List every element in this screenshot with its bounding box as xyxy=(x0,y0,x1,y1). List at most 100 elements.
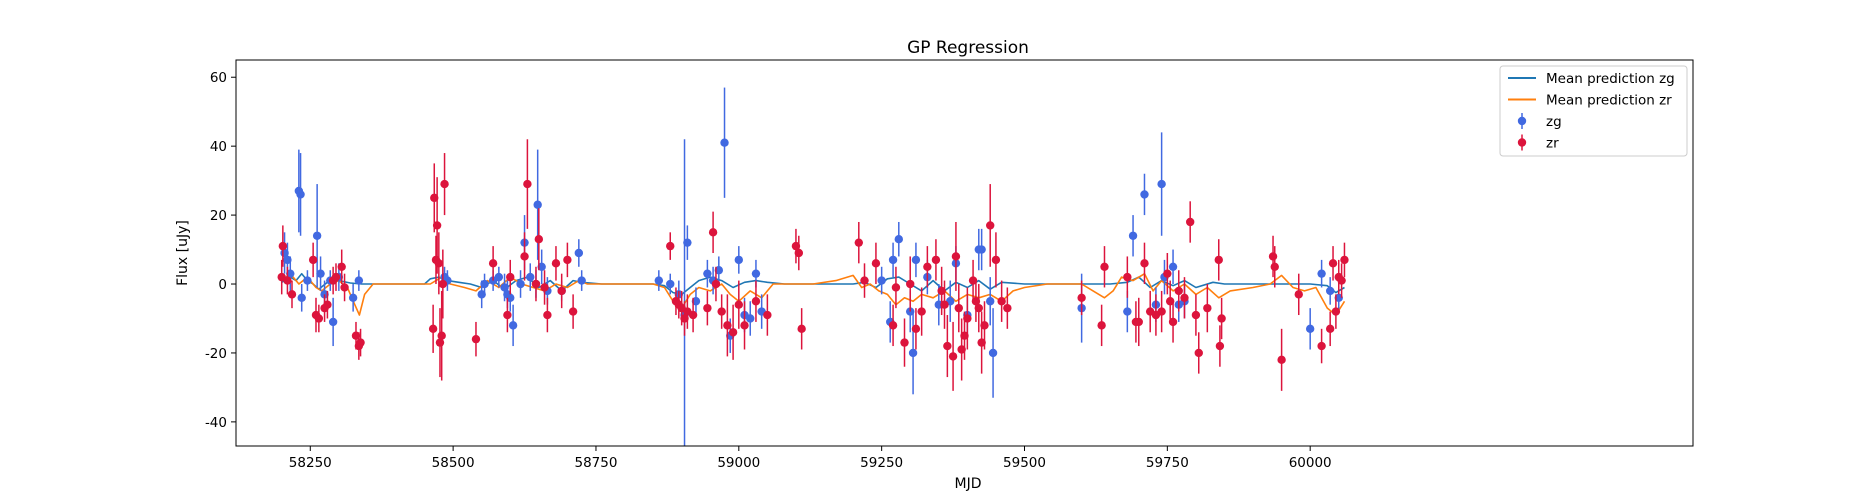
data-point xyxy=(708,228,718,237)
data-point xyxy=(734,300,744,309)
data-point xyxy=(1270,262,1279,271)
data-point xyxy=(986,297,995,306)
data-point xyxy=(1328,259,1338,268)
data-point xyxy=(534,235,544,244)
data-point xyxy=(438,279,448,289)
data-point xyxy=(691,297,701,306)
data-point xyxy=(1174,286,1183,296)
legend-swatch-marker xyxy=(1517,116,1527,126)
data-point xyxy=(1268,252,1278,261)
data-point xyxy=(308,255,318,265)
axes: 58250 58500 58750 59000 59250 59500 59750 60000… xyxy=(205,59,1694,471)
y-tick-label: -40 xyxy=(205,415,227,431)
x-tick-label: 58500 xyxy=(432,455,475,471)
data-point xyxy=(666,241,675,251)
data-point xyxy=(537,262,546,271)
data-point xyxy=(312,231,322,240)
data-point xyxy=(703,303,712,313)
data-point xyxy=(1168,317,1178,327)
data-point xyxy=(500,283,509,292)
data-point xyxy=(900,338,909,347)
y-tick-label: -20 xyxy=(205,346,227,362)
data-point xyxy=(543,310,552,320)
data-point xyxy=(877,276,886,285)
data-point xyxy=(533,200,542,209)
data-point xyxy=(1134,317,1143,327)
data-point xyxy=(1194,348,1203,358)
data-point xyxy=(287,290,297,299)
data-point xyxy=(1334,293,1343,303)
data-point xyxy=(1305,324,1315,334)
y-tick-label: 60 xyxy=(210,70,227,86)
data-point xyxy=(714,266,724,275)
data-point xyxy=(1325,324,1335,334)
data-point xyxy=(688,310,698,320)
data-point xyxy=(683,238,692,247)
data-point xyxy=(948,352,958,361)
data-point xyxy=(854,238,863,247)
data-point xyxy=(751,269,761,278)
data-point xyxy=(314,314,324,323)
data-point xyxy=(963,314,972,323)
data-point xyxy=(923,262,932,271)
data-point xyxy=(480,279,489,289)
data-point xyxy=(971,297,981,306)
data-point xyxy=(278,241,288,251)
data-point xyxy=(1140,259,1149,268)
data-point xyxy=(354,276,364,285)
data-point xyxy=(703,269,712,278)
x-axis-label: MJD xyxy=(955,476,982,492)
data-point xyxy=(746,314,755,323)
data-point xyxy=(568,307,578,316)
data-point xyxy=(1123,307,1132,316)
data-point xyxy=(723,321,732,330)
data-point xyxy=(348,293,358,303)
data-point xyxy=(296,190,305,199)
data-point xyxy=(917,307,926,316)
series-line-2 xyxy=(281,272,1346,316)
data-point xyxy=(434,259,444,268)
data-point xyxy=(1003,303,1012,313)
legend-swatch-marker xyxy=(1517,138,1527,147)
data-point xyxy=(1217,314,1226,323)
data-point xyxy=(283,276,292,285)
data-point xyxy=(717,307,726,316)
data-point xyxy=(551,259,561,268)
data-point xyxy=(340,283,349,292)
data-point xyxy=(337,262,346,271)
x-tick-label: 59500 xyxy=(1003,455,1046,471)
data-point xyxy=(1277,355,1286,365)
data-point xyxy=(974,303,983,313)
data-point xyxy=(1331,307,1341,316)
data-point xyxy=(297,293,306,303)
data-point xyxy=(286,269,295,278)
data-point xyxy=(526,272,535,282)
data-point xyxy=(506,272,515,282)
data-point xyxy=(720,138,729,147)
data-point xyxy=(1317,269,1326,278)
data-point xyxy=(316,269,325,278)
data-point xyxy=(980,321,989,330)
data-point xyxy=(508,321,518,330)
series-points-zr xyxy=(277,139,1349,391)
data-point xyxy=(957,345,966,354)
data-point xyxy=(331,272,341,282)
legend-box xyxy=(1499,65,1688,157)
data-point xyxy=(1157,179,1166,189)
data-point xyxy=(1215,341,1225,351)
data-point xyxy=(520,252,529,261)
x-tick-label: 58250 xyxy=(289,455,332,471)
x-tick-label: 59750 xyxy=(1146,455,1189,471)
y-tick-label: 40 xyxy=(210,139,227,155)
data-point xyxy=(432,221,442,230)
data-point xyxy=(1168,262,1178,271)
data-point xyxy=(1325,286,1335,296)
data-point xyxy=(680,314,689,323)
data-point xyxy=(968,276,978,285)
data-point xyxy=(711,279,721,289)
data-point xyxy=(940,300,949,309)
data-point xyxy=(563,255,572,265)
data-point xyxy=(937,286,946,296)
